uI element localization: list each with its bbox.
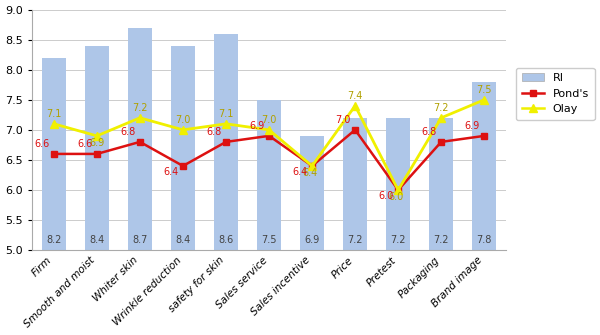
Text: 6.4: 6.4: [163, 167, 179, 177]
Text: 6.0: 6.0: [388, 192, 404, 202]
Text: 7.1: 7.1: [218, 109, 233, 119]
Bar: [42, 58, 65, 335]
Text: 6.9: 6.9: [304, 236, 320, 245]
Bar: [386, 118, 410, 335]
Text: 7.2: 7.2: [132, 103, 148, 113]
Text: 8.4: 8.4: [89, 236, 104, 245]
Text: 6.0: 6.0: [379, 191, 394, 201]
Text: 6.6: 6.6: [77, 139, 92, 149]
Text: 6.6: 6.6: [34, 139, 49, 149]
Text: 7.8: 7.8: [476, 236, 492, 245]
Text: 8.7: 8.7: [132, 236, 148, 245]
Text: 7.0: 7.0: [262, 115, 277, 125]
Text: 7.5: 7.5: [262, 236, 277, 245]
Bar: [85, 46, 109, 335]
Text: 6.4: 6.4: [302, 168, 317, 178]
Bar: [128, 27, 152, 335]
Text: 6.9: 6.9: [464, 121, 480, 131]
Text: 6.9: 6.9: [89, 138, 104, 148]
Text: 7.2: 7.2: [433, 103, 449, 113]
Text: 7.0: 7.0: [175, 115, 191, 125]
Text: 6.8: 6.8: [422, 127, 437, 137]
Text: 8.4: 8.4: [175, 236, 191, 245]
Text: 7.1: 7.1: [46, 109, 62, 119]
Text: 7.4: 7.4: [347, 91, 363, 101]
Bar: [171, 46, 195, 335]
Text: 6.8: 6.8: [206, 127, 221, 137]
Text: 7.5: 7.5: [476, 85, 492, 95]
Text: 7.0: 7.0: [335, 115, 351, 125]
Text: 7.2: 7.2: [347, 236, 363, 245]
Bar: [257, 100, 281, 335]
Bar: [472, 82, 496, 335]
Text: 8.6: 8.6: [218, 236, 233, 245]
Text: 7.2: 7.2: [433, 236, 449, 245]
Text: 6.4: 6.4: [292, 167, 308, 177]
Legend: RI, Pond's, Olay: RI, Pond's, Olay: [516, 68, 595, 120]
Bar: [430, 118, 453, 335]
Text: 7.2: 7.2: [391, 236, 406, 245]
Bar: [343, 118, 367, 335]
Text: 6.9: 6.9: [250, 121, 265, 131]
Text: 8.2: 8.2: [46, 236, 62, 245]
Text: 6.8: 6.8: [120, 127, 136, 137]
Bar: [214, 34, 238, 335]
Bar: [300, 136, 324, 335]
